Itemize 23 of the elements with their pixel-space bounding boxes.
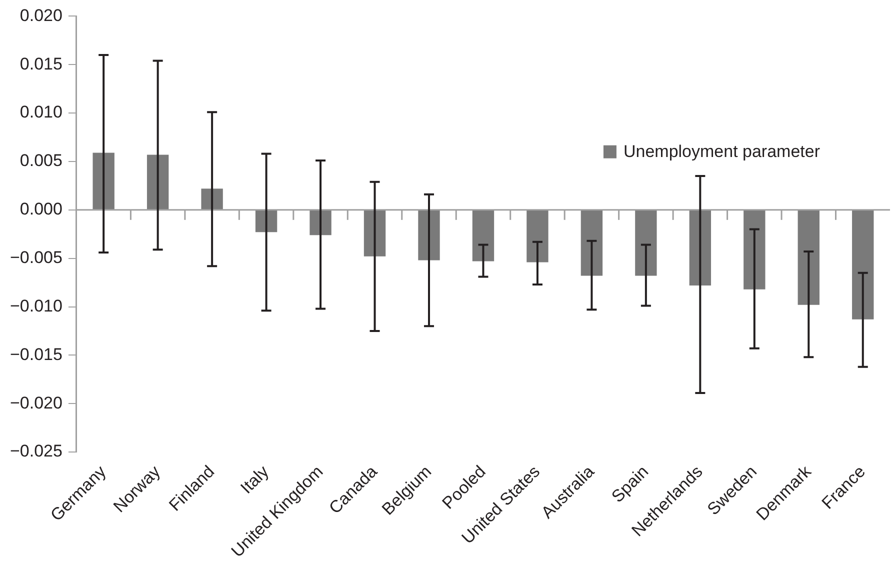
bar — [580, 210, 603, 276]
bar — [364, 210, 386, 256]
y-tick-label: 0.000 — [20, 200, 62, 219]
y-tick-label: −0.005 — [10, 248, 62, 268]
bar — [526, 210, 548, 262]
bar — [92, 152, 114, 210]
y-tick-label: −0.015 — [10, 344, 62, 364]
y-tick-label: −0.010 — [10, 296, 62, 316]
y-tick-label: 0.015 — [20, 54, 62, 74]
bar — [744, 210, 766, 290]
bar — [472, 210, 494, 262]
bar — [852, 210, 874, 320]
y-tick-label: 0.010 — [20, 102, 62, 122]
y-tick-label: −0.020 — [10, 393, 62, 412]
y-tick-label: −0.025 — [10, 442, 62, 461]
bar — [635, 210, 657, 276]
y-tick-label: 0.005 — [20, 151, 62, 170]
bar — [798, 210, 820, 305]
y-tick-label: 0.020 — [20, 6, 62, 25]
bar — [201, 188, 223, 210]
x-tick-label: Italy — [236, 462, 273, 498]
bar — [146, 154, 169, 210]
legend-label: Unemployment parameter — [623, 142, 820, 161]
